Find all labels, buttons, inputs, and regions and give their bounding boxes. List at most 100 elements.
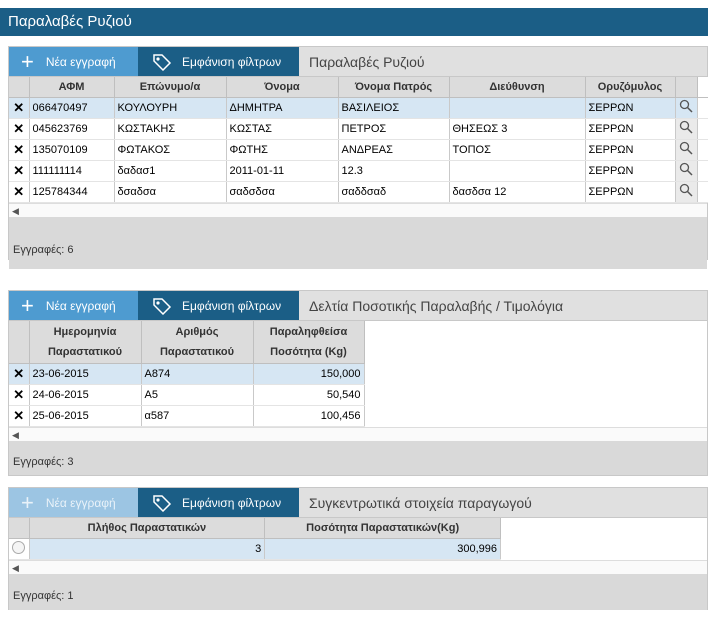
table-row[interactable]: ✕ 135070109 ΦΩΤΑΚΟΣ ΦΩΤΗΣ ΑΝΔΡΕΑΣ ΤΟΠΟΣ … [9,139,708,161]
column-header-address[interactable]: Διεύθυνση [449,77,586,98]
record-count: Εγγραφές: 1 [9,573,707,610]
table-row[interactable]: ✕ 24-06-2015 A5 50,540 [9,384,365,406]
cell-afm: 045623769 [29,118,115,140]
producer-summary-panel: + Νέα εγγραφή Εμφάνιση φίλτρων Συγκεντρω… [8,487,708,610]
search-icon [679,99,693,113]
new-record-label: Νέα εγγραφή [45,495,116,510]
column-header-doc-count[interactable]: Πλήθος Παραστατικών [29,518,266,539]
row-select-radio[interactable] [9,538,30,560]
delete-row-button[interactable]: ✕ [9,405,30,427]
record-count: Εγγραφές: 6 [9,216,707,269]
cell-name: ΔΗΜΗΤΡΑ [226,97,339,119]
delete-row-button[interactable]: ✕ [9,160,30,182]
cell-mill: ΣΕΡΡΩΝ [585,160,676,182]
lookup-button[interactable] [675,97,698,119]
horizontal-scrollbar[interactable]: ◀ [9,202,707,217]
show-filters-label: Εμφάνιση φίλτρων [182,54,282,69]
lookup-button[interactable] [675,118,698,140]
delete-row-button[interactable]: ✕ [9,363,30,385]
table-row[interactable]: 3 300,996 [9,538,501,560]
column-header-afm[interactable]: ΑΦΜ [29,77,115,98]
row-filler [697,97,708,119]
column-header-quantity[interactable]: Παραληφθείσα Ποσότητα (Kg) [253,321,365,364]
tag-icon [153,53,172,71]
table-row[interactable]: ✕ 066470497 ΚΟΥΛΟΥΡΗ ΔΗΜΗΤΡΑ ΒΑΣΙΛΕΙΟΣ Σ… [9,97,708,119]
receipts-toolbar: + Νέα εγγραφή Εμφάνιση φίλτρων Παραλαβές… [9,47,707,77]
close-icon: ✕ [13,120,25,136]
delete-row-button[interactable]: ✕ [9,384,30,406]
cell-doc-quantity: 300,996 [264,538,501,560]
new-record-button[interactable]: + Νέα εγγραφή [9,488,138,517]
delivery-notes-table: Ημερομηνία Παραστατικού Αριθμός Παραστατικ… [9,321,365,427]
lookup-button[interactable] [675,160,698,182]
scroll-left-arrow-icon[interactable]: ◀ [12,562,19,573]
cell-quantity: 50,540 [253,384,365,406]
row-filler [697,160,708,182]
show-filters-button[interactable]: Εμφάνιση φίλτρων [138,47,299,76]
cell-address: ΤΟΠΟΣ [449,139,586,161]
show-filters-button[interactable]: Εμφάνιση φίλτρων [138,291,299,320]
show-filters-button[interactable]: Εμφάνιση φίλτρων [138,488,299,517]
show-filters-label: Εμφάνιση φίλτρων [182,495,282,510]
column-header-doc-number[interactable]: Αριθμός Παραστατικού [141,321,254,364]
table-row[interactable]: ✕ 045623769 ΚΩΣΤΑΚΗΣ ΚΩΣΤΑΣ ΠΕΤΡΟΣ ΘΗΣΕΩ… [9,118,708,140]
row-filler [697,139,708,161]
cell-father-name: 12.3 [338,160,450,182]
delivery-notes-toolbar: + Νέα εγγραφή Εμφάνιση φίλτρων Δελτία Πο… [9,291,707,321]
column-header-spacer [9,518,30,539]
lookup-button[interactable] [675,181,698,203]
cell-name: ΚΩΣΤΑΣ [226,118,339,140]
cell-mill: ΣΕΡΡΩΝ [585,181,676,203]
delete-row-button[interactable]: ✕ [9,181,30,203]
cell-doc-number: A874 [141,363,254,385]
cell-address: ΘΗΣΕΩΣ 3 [449,118,586,140]
lookup-button[interactable] [675,139,698,161]
scroll-left-arrow-icon[interactable]: ◀ [12,429,19,440]
horizontal-scrollbar[interactable]: ◀ [9,426,707,441]
producer-summary-toolbar: + Νέα εγγραφή Εμφάνιση φίλτρων Συγκεντρω… [9,488,707,518]
table-row[interactable]: ✕ 125784344 δσαδσα σαδσδσα σαδδσαδ δασδσ… [9,181,708,203]
search-icon [679,183,693,197]
column-header-surname[interactable]: Επώνυμο/α [114,77,227,98]
row-filler [697,181,708,203]
producer-summary-table: Πλήθος Παραστατικών Ποσότητα Παραστατικώ… [9,518,501,560]
cell-name: σαδσδσα [226,181,339,203]
header-line: Παραστατικού [47,345,123,358]
header-line: Αριθμός [175,325,219,338]
cell-surname: ΚΩΣΤΑΚΗΣ [114,118,227,140]
cell-address [449,97,586,119]
horizontal-scrollbar[interactable]: ◀ [9,559,707,574]
producer-summary-grid: Πλήθος Παραστατικών Ποσότητα Παραστατικώ… [9,518,707,574]
cell-doc-count: 3 [29,538,266,560]
cell-father-name: ΑΝΔΡΕΑΣ [338,139,450,161]
scroll-left-arrow-icon[interactable]: ◀ [12,205,19,216]
table-row[interactable]: ✕ 25-06-2015 α587 100,456 [9,405,365,427]
cell-doc-number: α587 [141,405,254,427]
column-header-doc-quantity[interactable]: Ποσότητα Παραστατικών(Kg) [264,518,501,539]
column-header-doc-date[interactable]: Ημερομηνία Παραστατικού [29,321,142,364]
column-header-name[interactable]: Όνομα [226,77,339,98]
cell-mill: ΣΕΡΡΩΝ [585,97,676,119]
close-icon: ✕ [13,407,25,423]
delete-row-button[interactable]: ✕ [9,139,30,161]
cell-afm: 125784344 [29,181,115,203]
delete-row-button[interactable]: ✕ [9,118,30,140]
header-row: Ημερομηνία Παραστατικού Αριθμός Παραστατικ… [9,321,365,364]
cell-surname: ΚΟΥΛΟΥΡΗ [114,97,227,119]
cell-surname: ΦΩΤΑΚΟΣ [114,139,227,161]
cell-doc-date: 25-06-2015 [29,405,142,427]
panel-title: Δελτία Ποσοτικής Παραλαβής / Τιμολόγια [309,297,564,314]
receipts-panel: + Νέα εγγραφή Εμφάνιση φίλτρων Παραλαβές… [8,46,708,269]
table-row[interactable]: ✕ 23-06-2015 A874 150,000 [9,363,365,385]
table-row[interactable]: ✕ 111111114 δαδασ1 2011-01-11 12.3 ΣΕΡΡΩ… [9,160,708,182]
new-record-button[interactable]: + Νέα εγγραφή [9,291,138,320]
top-strip [0,0,708,8]
search-icon [679,141,693,155]
delete-row-button[interactable]: ✕ [9,97,30,119]
new-record-button[interactable]: + Νέα εγγραφή [9,47,138,76]
column-header-mill[interactable]: Ορυζόμυλος [585,77,676,98]
column-header-father-name[interactable]: Όνομα Πατρός [338,77,450,98]
close-icon: ✕ [13,99,25,115]
new-record-label: Νέα εγγραφή [45,298,116,313]
cell-afm: 111111114 [29,160,115,182]
